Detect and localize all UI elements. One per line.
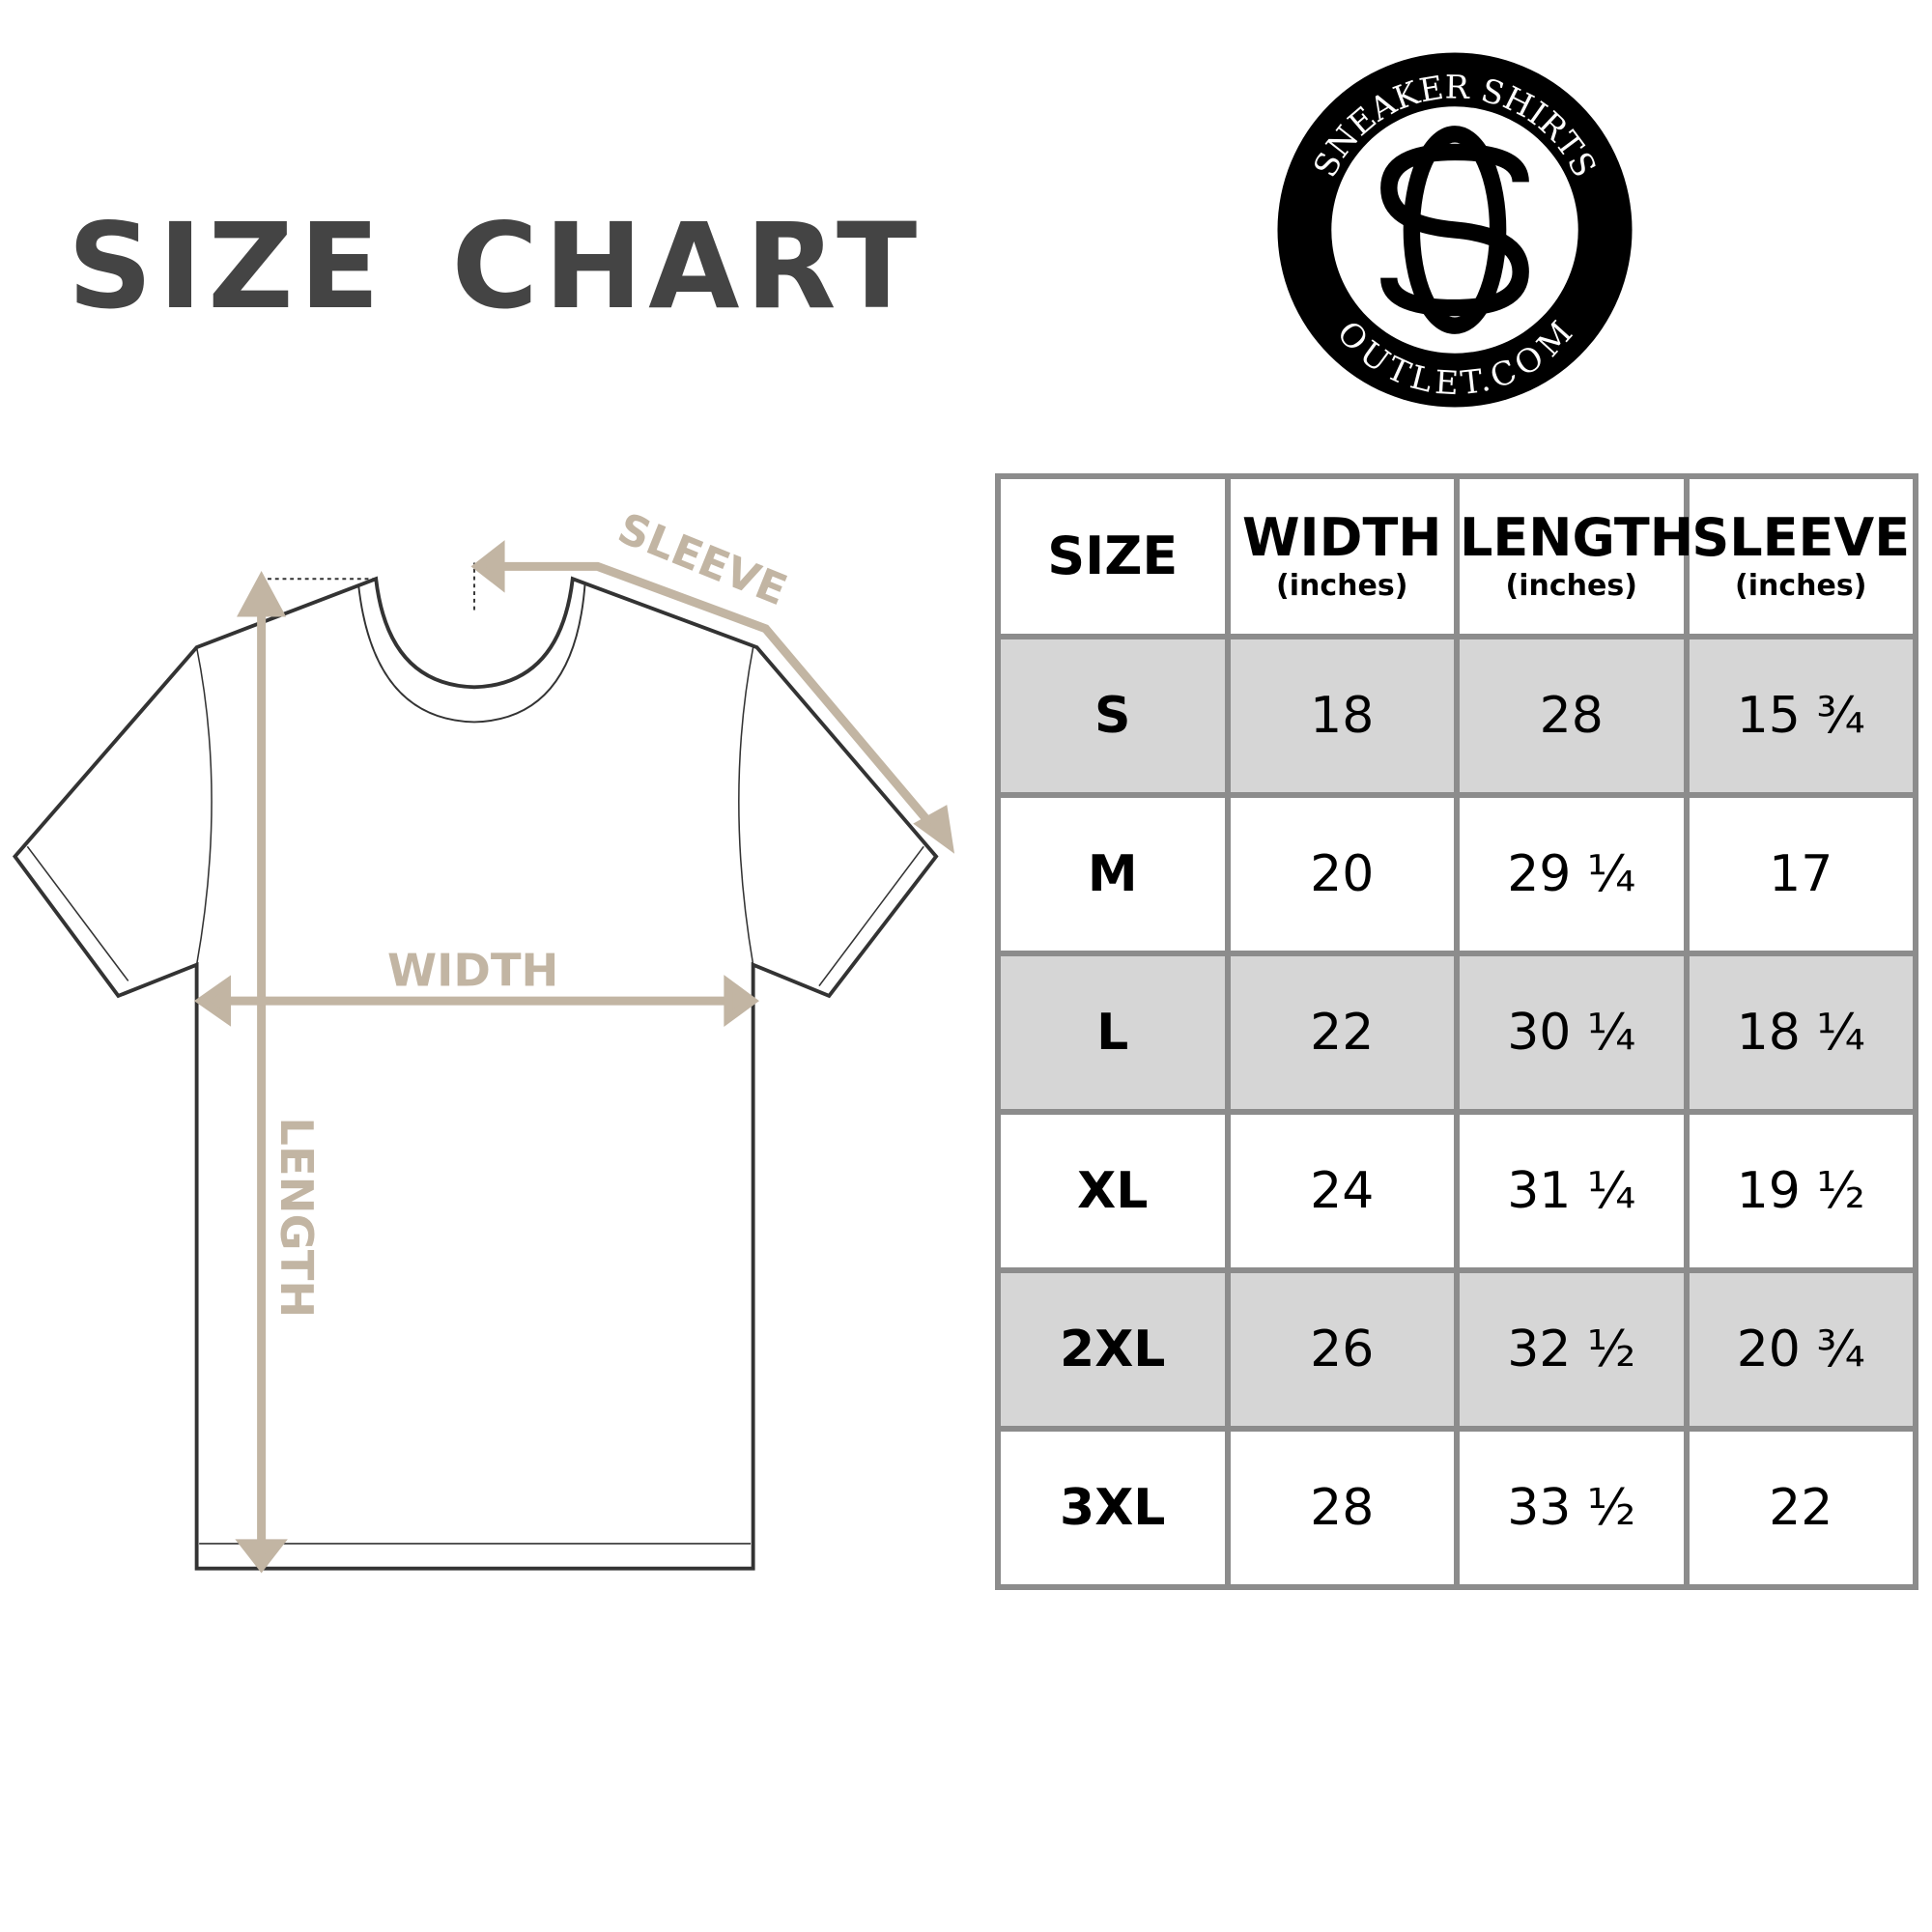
width-cell: 24: [1224, 1109, 1460, 1273]
width-cell: 26: [1224, 1267, 1460, 1432]
table-header-row: SIZE WIDTH (inches) LENGTH (inches) SLEEVE…: [995, 473, 1918, 639]
width-cell: 28: [1224, 1426, 1460, 1590]
table-row: 3XL 28 33 ½ 22: [995, 1426, 1918, 1590]
header-sleeve: SLEEVE (inches): [1683, 473, 1918, 639]
header-width: WIDTH (inches): [1224, 473, 1460, 639]
sleeve-arrow: [492, 561, 937, 831]
size-cell: M: [995, 792, 1231, 956]
size-cell: 2XL: [995, 1267, 1231, 1432]
length-cell: 29 ¼: [1454, 792, 1690, 956]
table-row: L 22 30 ¼ 18 ¼: [995, 951, 1918, 1115]
table-row: XL 24 31 ¼ 19 ½: [995, 1109, 1918, 1273]
length-cell: 30 ¼: [1454, 951, 1690, 1115]
size-cell: S: [995, 634, 1231, 798]
sleeve-cell: 17: [1683, 792, 1918, 956]
header-size: SIZE: [995, 473, 1231, 639]
table-row: 2XL 26 32 ½ 20 ¾: [995, 1267, 1918, 1432]
length-label: LENGTH: [270, 1117, 323, 1318]
width-cell: 18: [1224, 634, 1460, 798]
length-cell: 31 ¼: [1454, 1109, 1690, 1273]
width-cell: 20: [1224, 792, 1460, 956]
sleeve-cell: 19 ½: [1683, 1109, 1918, 1273]
page-title: SIZE CHART: [68, 198, 923, 335]
sleeve-cell: 20 ¾: [1683, 1267, 1918, 1432]
table-row: M 20 29 ¼ 17: [995, 792, 1918, 956]
header-length: LENGTH (inches): [1454, 473, 1693, 639]
width-label: WIDTH: [387, 945, 558, 997]
length-cell: 28: [1454, 634, 1690, 798]
length-cell: 32 ½: [1454, 1267, 1690, 1432]
tshirt-outline: [12, 562, 939, 1571]
size-cell: L: [995, 951, 1231, 1115]
sleeve-cell: 15 ¾: [1683, 634, 1918, 798]
size-table: SIZE WIDTH (inches) LENGTH (inches) SLEEVE…: [995, 473, 1918, 1590]
sleeve-label: SLEEVE: [611, 503, 794, 615]
width-cell: 22: [1224, 951, 1460, 1115]
measure-arrows: [193, 540, 955, 1574]
size-cell: 3XL: [995, 1426, 1231, 1590]
so-monogram-icon: [1380, 126, 1529, 334]
brand-logo: SNEAKER SHIRTS OUTLET.COM: [1277, 52, 1633, 408]
size-cell: XL: [995, 1109, 1231, 1273]
sleeve-cell: 18 ¼: [1683, 951, 1918, 1115]
sleeve-cell: 22: [1683, 1426, 1918, 1590]
length-cell: 33 ½: [1454, 1426, 1690, 1590]
table-row: S 18 28 15 ¾: [995, 634, 1918, 798]
